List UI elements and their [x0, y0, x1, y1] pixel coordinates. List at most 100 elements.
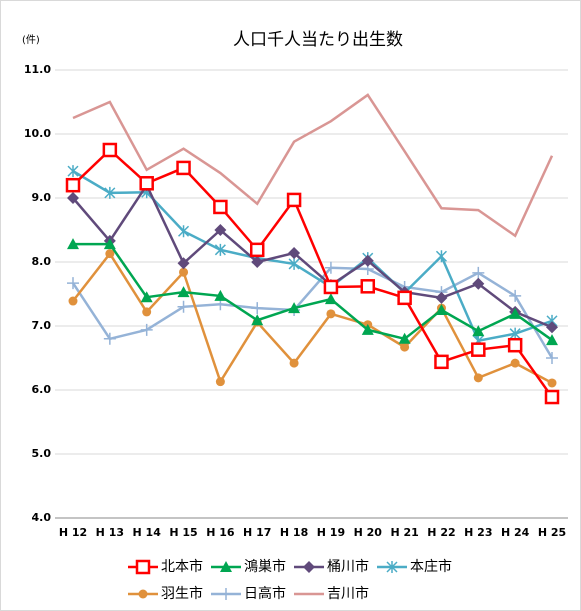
data-point: [471, 342, 486, 357]
data-point: [104, 186, 116, 199]
legend-label: 鴻巣市: [244, 558, 286, 575]
data-point: [103, 332, 116, 345]
data-point: [103, 238, 116, 250]
data-point: [176, 160, 191, 176]
y-unit: (件): [22, 34, 40, 46]
data-point: [509, 289, 522, 302]
data-point: [102, 142, 118, 158]
data-point: [473, 373, 483, 383]
data-point: [213, 199, 228, 215]
data-point: [361, 323, 374, 335]
x-tick-label: H 13: [96, 526, 124, 539]
data-point: [177, 286, 190, 298]
data-point: [139, 176, 154, 191]
data-point: [547, 378, 557, 388]
x-tick-label: H 21: [390, 526, 418, 539]
legend-label: 本庄市: [410, 558, 452, 575]
data-point: [178, 225, 190, 238]
data-point: [435, 291, 448, 304]
x-tick-label: H 20: [354, 526, 383, 539]
data-point: [544, 389, 560, 405]
data-point: [509, 327, 521, 340]
data-point: [324, 261, 337, 274]
data-point: [214, 289, 227, 301]
data-point: [546, 334, 558, 346]
legend-label: 吉川市: [327, 585, 369, 602]
data-point: [214, 224, 227, 236]
data-point: [360, 279, 376, 294]
y-tick-label: 4.0: [32, 511, 52, 524]
data-point: [67, 277, 79, 290]
data-point: [67, 165, 79, 178]
data-point: [288, 247, 301, 260]
legend-label: 日高市: [244, 585, 286, 602]
y-tick-label: 9.0: [32, 191, 52, 204]
series-line: [71, 266, 554, 359]
data-point: [510, 358, 520, 368]
series-line: [72, 251, 553, 385]
data-point: [400, 342, 410, 352]
data-point: [435, 304, 448, 315]
x-tick-label: H 22: [427, 526, 455, 539]
legend-label: 桶川市: [327, 558, 369, 575]
x-tick-label: H 25: [538, 526, 566, 539]
data-point: [251, 302, 264, 315]
series-line: [72, 93, 554, 238]
y-tick-label: 8.0: [32, 255, 52, 268]
data-point: [65, 177, 81, 193]
data-point: [434, 354, 449, 370]
data-point: [140, 291, 153, 303]
data-point: [67, 238, 79, 250]
y-tick-label: 6.0: [32, 383, 52, 396]
data-point: [214, 243, 226, 256]
y-tick-label: 10.0: [24, 127, 51, 140]
data-point: [546, 352, 558, 364]
data-point: [398, 332, 411, 344]
legend-label: 羽生市: [161, 585, 203, 602]
data-point: [472, 266, 485, 279]
legend-marker: [386, 561, 398, 573]
data-point: [142, 307, 152, 317]
data-point: [323, 279, 339, 295]
data-point: [67, 192, 79, 204]
x-tick-label: H 23: [464, 526, 492, 539]
series-line: [72, 182, 553, 329]
data-point: [177, 257, 190, 270]
data-point: [177, 300, 190, 313]
x-tick-label: H 24: [501, 526, 530, 539]
data-point: [289, 358, 299, 368]
legend-label: 北本市: [161, 558, 203, 575]
data-point: [215, 377, 225, 387]
x-tick-label: H 17: [243, 526, 271, 539]
x-tick-label: H 15: [169, 526, 197, 539]
y-tick-label: 5.0: [32, 447, 52, 460]
data-point: [286, 192, 302, 208]
x-tick-label: H 18: [280, 526, 308, 539]
data-point: [324, 293, 337, 305]
data-point: [68, 296, 78, 306]
data-point: [546, 321, 558, 334]
y-tick-label: 7.0: [32, 319, 52, 332]
data-point: [472, 277, 485, 290]
data-point: [288, 302, 301, 314]
data-point: [397, 290, 412, 306]
x-tick-label: H 12: [59, 526, 87, 539]
data-point: [435, 250, 447, 263]
data-point: [251, 314, 264, 326]
data-point: [105, 249, 115, 259]
data-point: [288, 257, 300, 270]
data-point: [507, 337, 523, 353]
chart-title: 人口千人当たり出生数: [233, 30, 403, 50]
series-line: [73, 242, 553, 342]
legend-marker: [135, 559, 151, 575]
data-point: [509, 307, 522, 319]
data-point: [326, 309, 336, 319]
data-point: [472, 325, 485, 337]
legend-marker: [220, 588, 232, 600]
data-point: [140, 323, 153, 336]
legend-marker: [303, 561, 315, 573]
legend-marker: [220, 561, 232, 572]
